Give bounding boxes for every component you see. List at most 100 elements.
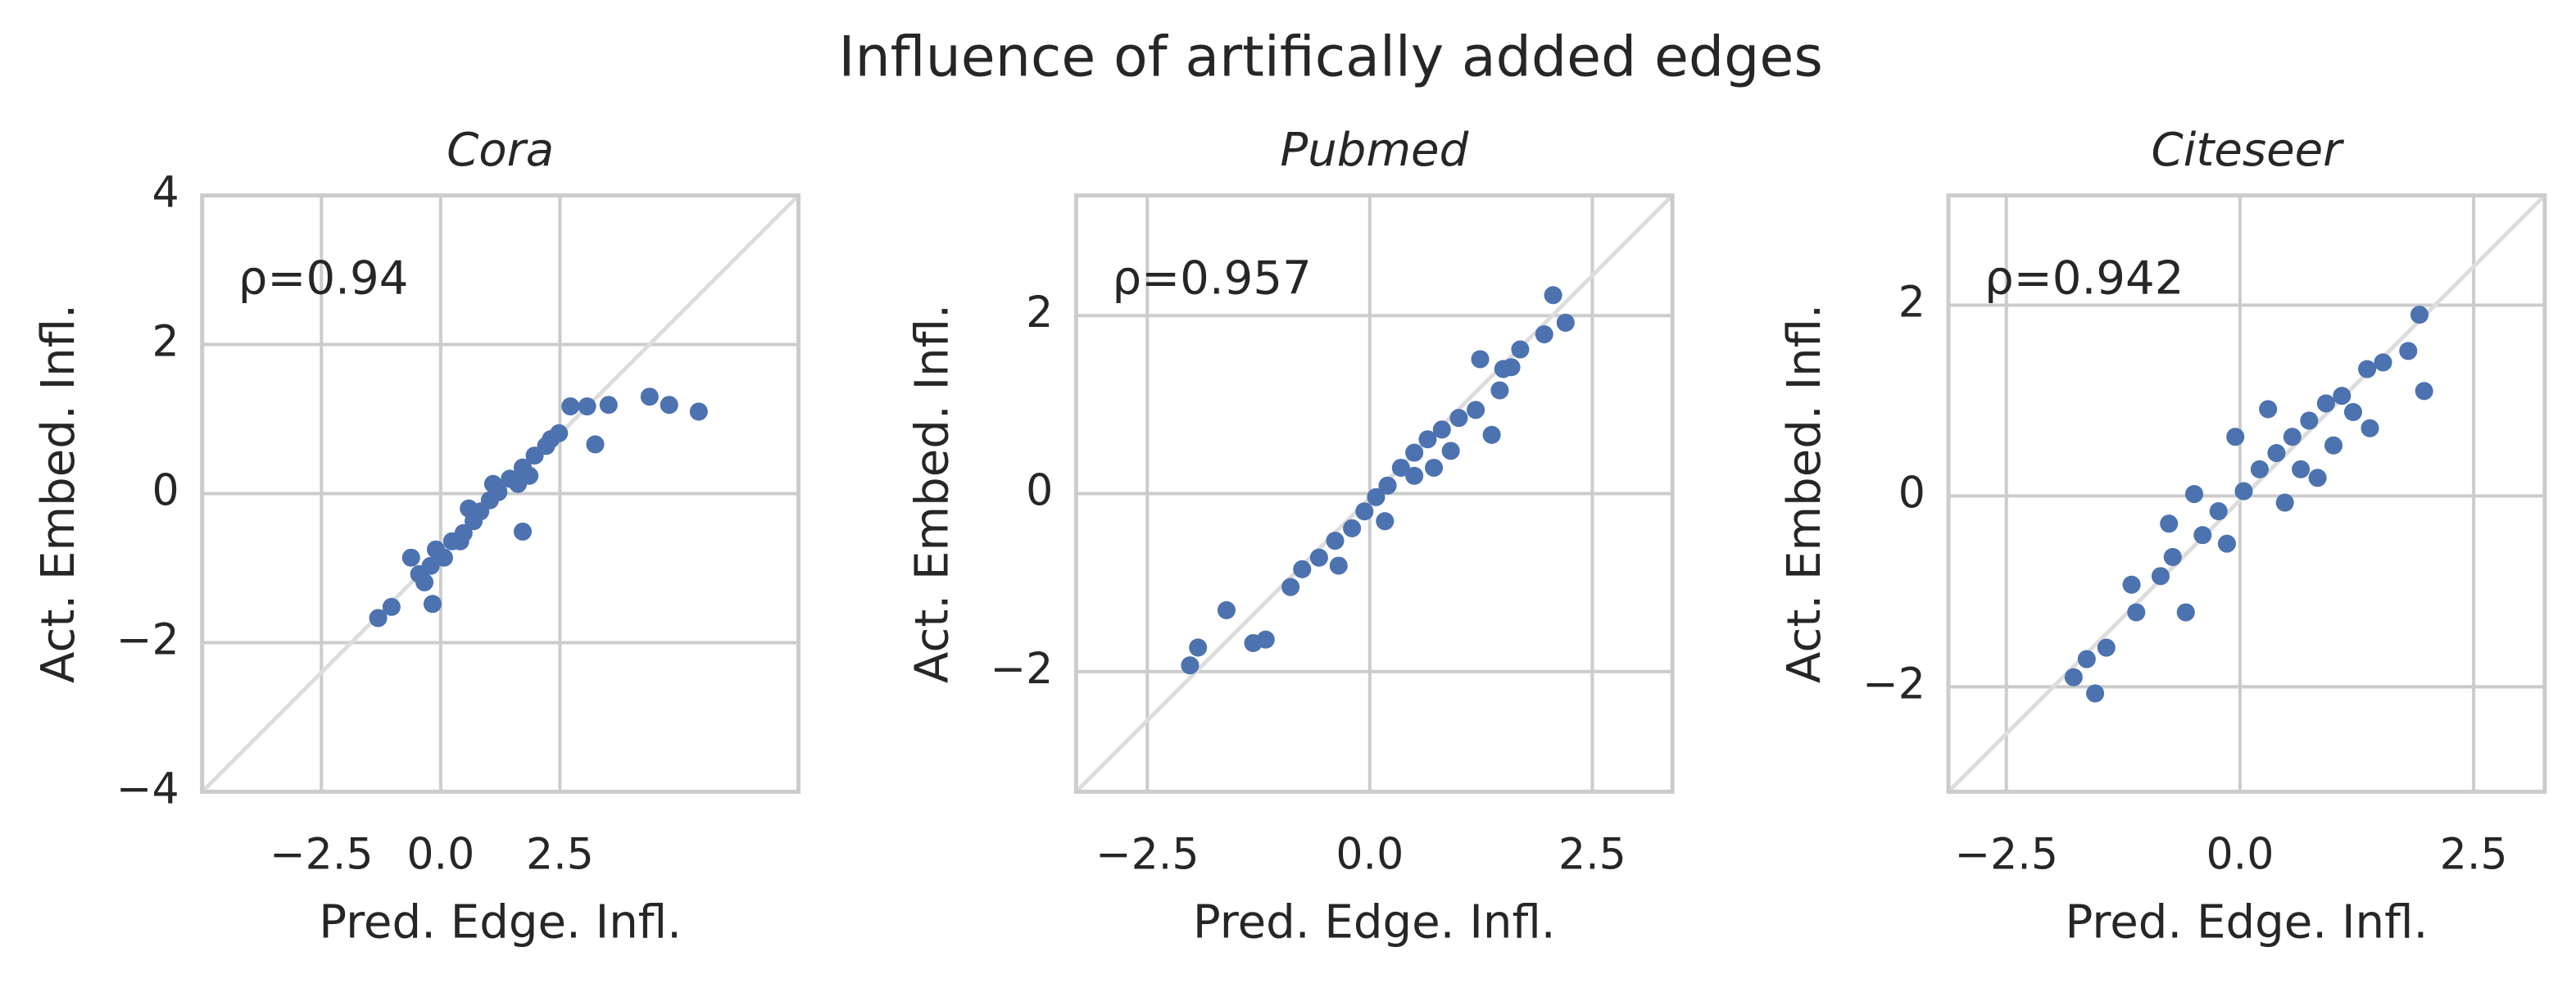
y-tick-label: 2	[152, 318, 179, 367]
y-tick-label: 0	[152, 466, 179, 515]
x-tick-label: −2.5	[1095, 831, 1200, 880]
point	[2259, 400, 2278, 419]
point	[2292, 460, 2311, 478]
point	[2308, 469, 2327, 487]
point	[586, 435, 605, 454]
point	[1217, 601, 1236, 619]
point	[1511, 340, 1530, 359]
point	[2267, 443, 2286, 463]
figure-title: Influence of artifically added edges	[838, 25, 1823, 90]
point	[520, 466, 539, 485]
point	[1256, 630, 1275, 649]
point	[1181, 656, 1200, 675]
y-tick-label: −2	[1862, 659, 1925, 709]
point	[415, 573, 434, 591]
point	[1367, 487, 1386, 506]
point	[2122, 575, 2141, 594]
point	[2160, 514, 2179, 533]
axes-frame	[200, 193, 801, 794]
point	[2275, 493, 2294, 512]
y-tick-label: 4	[152, 169, 179, 218]
point	[1425, 458, 1444, 478]
point	[1343, 519, 1362, 537]
point	[2151, 567, 2170, 586]
point	[2399, 342, 2418, 360]
point	[2316, 394, 2335, 413]
point	[423, 595, 442, 614]
point	[2127, 603, 2146, 622]
point	[513, 522, 533, 541]
y-tick-label: 0	[1026, 466, 1053, 515]
point	[1418, 430, 1437, 449]
point	[2163, 547, 2182, 566]
point	[2064, 668, 2083, 687]
point	[2184, 485, 2204, 504]
axes-frame	[1946, 193, 2547, 794]
subplot-title: Cora	[447, 124, 554, 177]
point	[2361, 419, 2379, 437]
point	[2250, 460, 2269, 478]
point	[1391, 458, 1410, 478]
x-tick-label: 2.5	[2440, 831, 2508, 880]
point	[451, 532, 469, 551]
point	[2209, 502, 2228, 521]
point	[2086, 684, 2105, 703]
point	[599, 396, 618, 415]
point	[2234, 482, 2253, 501]
point	[660, 396, 678, 415]
point	[2193, 526, 2212, 545]
x-tick-label: 0.0	[406, 831, 474, 880]
point	[1556, 313, 1575, 332]
annotation: ρ=0.957	[1112, 252, 1311, 305]
y-tick-label: −2	[990, 645, 1053, 694]
point	[426, 540, 446, 559]
point	[2358, 360, 2377, 378]
y-axis-label: Act. Embed. Infl.	[906, 304, 959, 683]
point	[369, 609, 388, 628]
point	[2097, 638, 2116, 657]
point	[1329, 556, 1348, 575]
x-tick-label: 0.0	[2206, 831, 2274, 880]
point	[2217, 534, 2236, 553]
point	[401, 548, 420, 567]
point	[1378, 476, 1397, 495]
annotation: ρ=0.94	[238, 252, 409, 305]
point	[1405, 466, 1424, 485]
point	[1432, 420, 1451, 439]
x-tick-label: 2.5	[1558, 831, 1626, 880]
x-tick-label: 2.5	[526, 831, 594, 880]
y-tick-label: −2	[116, 615, 179, 664]
point	[1490, 381, 1509, 400]
x-axis-label: Pred. Edge. Infl.	[319, 895, 682, 949]
y-axis-label: Act. Embed. Infl.	[1778, 304, 1831, 683]
subplot-title: Citeseer	[2152, 124, 2345, 177]
annotation: ρ=0.942	[1984, 252, 2184, 305]
point	[542, 430, 560, 449]
point	[1544, 286, 1562, 305]
point	[2415, 382, 2433, 401]
point	[1441, 442, 1460, 460]
point	[640, 387, 659, 406]
point	[1502, 358, 1521, 377]
x-tick-label: −2.5	[270, 831, 374, 880]
x-axis-label: Pred. Edge. Infl.	[2066, 895, 2429, 949]
point	[578, 397, 596, 416]
x-tick-label: −2.5	[1954, 831, 2058, 880]
point	[1467, 401, 1485, 419]
point	[1326, 532, 1345, 551]
point	[2077, 650, 2096, 668]
point	[2300, 411, 2319, 430]
y-tick-label: 2	[1898, 279, 1925, 328]
point	[1355, 502, 1374, 521]
point	[1405, 443, 1424, 462]
point	[2410, 306, 2429, 324]
point	[382, 597, 401, 616]
point	[1293, 560, 1312, 578]
y-tick-label: 2	[1026, 288, 1053, 338]
point	[2333, 387, 2352, 406]
point	[421, 556, 440, 575]
point	[2226, 428, 2245, 446]
point	[483, 474, 502, 493]
point	[1482, 425, 1501, 444]
